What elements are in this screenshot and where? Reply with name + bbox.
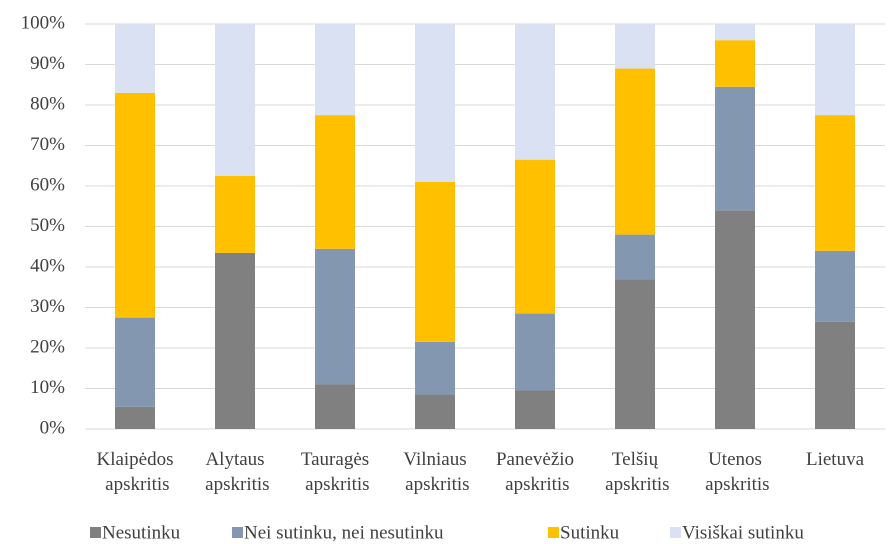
bar-segment bbox=[515, 390, 555, 429]
bar-segment bbox=[215, 252, 255, 429]
legend-label: Visiškai sutinku bbox=[682, 522, 804, 543]
bar-segment bbox=[115, 406, 155, 429]
y-tick-label: 20% bbox=[30, 336, 65, 357]
bar-segment bbox=[615, 279, 655, 429]
bar-segment bbox=[815, 250, 855, 322]
bar-segment bbox=[115, 92, 155, 318]
bar-segment bbox=[615, 24, 655, 69]
y-tick-label: 60% bbox=[30, 174, 65, 195]
x-tick-label: Klaipėdos apskritis bbox=[96, 449, 173, 495]
legend-label: Nesutinku bbox=[102, 522, 181, 543]
legend-swatch bbox=[548, 527, 559, 538]
legend-label: Sutinku bbox=[560, 522, 620, 543]
bar-segment bbox=[315, 115, 355, 249]
y-tick-label: 70% bbox=[30, 134, 65, 155]
legend-swatch bbox=[232, 527, 243, 538]
y-tick-label: 0% bbox=[40, 417, 66, 438]
bar-segment bbox=[715, 210, 755, 429]
bar-segment bbox=[515, 313, 555, 391]
y-tick-label: 100% bbox=[21, 12, 66, 33]
bar-segment bbox=[815, 321, 855, 429]
legend-swatch bbox=[90, 527, 101, 538]
bar-segment bbox=[515, 159, 555, 314]
y-tick-label: 90% bbox=[30, 53, 65, 74]
x-tick-label: Telšių apskritis bbox=[600, 449, 669, 495]
y-tick-label: 30% bbox=[30, 296, 65, 317]
bar-segment bbox=[815, 24, 855, 116]
x-tick-label: Vilniaus apskritis bbox=[400, 449, 469, 495]
bar-segment bbox=[415, 341, 455, 395]
bar-segment bbox=[615, 234, 655, 280]
legend-swatch bbox=[670, 527, 681, 538]
bar-segment bbox=[415, 24, 455, 182]
bar-segment bbox=[315, 384, 355, 429]
bar-segment bbox=[715, 86, 755, 211]
legend-label: Nei sutinku, nei nesutinku bbox=[244, 522, 444, 543]
bar-segment bbox=[315, 248, 355, 385]
bar-segment bbox=[215, 24, 255, 176]
bar-segment bbox=[215, 175, 255, 253]
x-tick-label: Tauragės apskritis bbox=[300, 449, 369, 495]
bar-segment bbox=[515, 24, 555, 160]
bar-segment bbox=[115, 24, 155, 93]
bar-segment bbox=[715, 40, 755, 87]
x-tick-label: Lietuva bbox=[806, 449, 865, 470]
y-tick-label: 50% bbox=[30, 215, 65, 236]
bar-segment bbox=[715, 24, 755, 41]
x-tick-label: Panevėžio apskritis bbox=[496, 449, 574, 495]
bar-segment bbox=[415, 181, 455, 342]
bar-segment bbox=[615, 68, 655, 235]
bar-segment bbox=[815, 115, 855, 251]
bar-segment bbox=[115, 317, 155, 407]
x-tick-label: Alytaus apskritis bbox=[200, 449, 269, 495]
x-tick-label: Utenos apskritis bbox=[700, 449, 769, 495]
y-tick-label: 80% bbox=[30, 93, 65, 114]
y-tick-label: 10% bbox=[30, 377, 65, 398]
bar-segment bbox=[315, 24, 355, 116]
bar-segment bbox=[415, 394, 455, 429]
y-tick-label: 40% bbox=[30, 255, 65, 276]
